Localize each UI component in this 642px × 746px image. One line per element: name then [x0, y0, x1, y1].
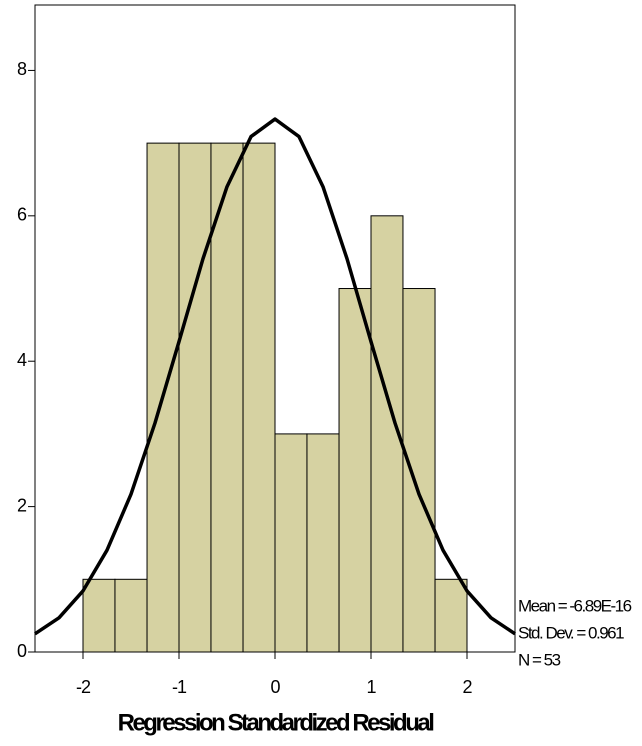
stats-label: Std. Dev. = 0.961 — [518, 623, 624, 642]
bar — [403, 289, 435, 652]
bar — [243, 143, 275, 652]
bar — [339, 289, 371, 652]
bar — [115, 579, 147, 652]
x-tick-label: 1 — [366, 677, 376, 697]
x-tick-label: -2 — [76, 677, 91, 697]
stats-label: N = 53 — [518, 650, 561, 669]
y-tick-label: 6 — [17, 205, 27, 225]
bar — [307, 434, 339, 652]
x-axis-label: Regression Standardized Residual — [118, 709, 434, 736]
bar — [435, 579, 467, 652]
bar — [83, 579, 115, 652]
x-tick-label: 2 — [462, 677, 472, 697]
y-tick-label: 2 — [17, 495, 27, 515]
chart: Regression Standardized Residual 0 2 4 6 8 -2… — [0, 0, 642, 746]
stats-label: Mean = -6.89E-16 — [518, 596, 632, 615]
y-tick-label: 8 — [17, 59, 27, 79]
x-tick-label: 0 — [270, 677, 280, 697]
y-tick-label: 4 — [17, 350, 27, 370]
bar — [179, 143, 211, 652]
bar — [275, 434, 307, 652]
y-tick-label: 0 — [17, 641, 27, 661]
x-tick-label: -1 — [172, 677, 187, 697]
